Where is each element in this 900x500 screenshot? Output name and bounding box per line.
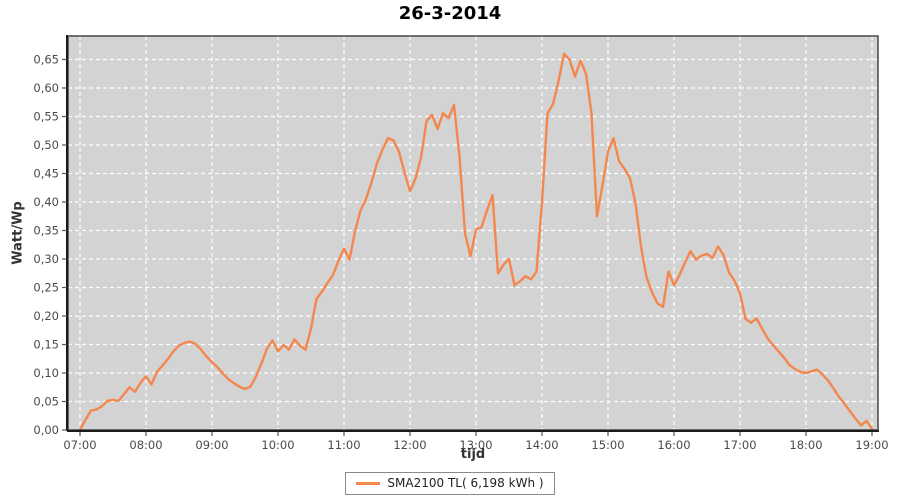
legend: SMA2100 TL( 6,198 kWh ) xyxy=(0,472,900,495)
y-tick-label: 0,45 xyxy=(33,167,59,181)
y-tick-label: 0,25 xyxy=(33,281,59,295)
y-tick-label: 0,65 xyxy=(33,53,59,67)
x-tick-label: 15:00 xyxy=(591,438,624,452)
x-tick-label: 12:00 xyxy=(393,438,426,452)
data-line-sma2100 xyxy=(78,52,874,432)
y-tick-label: 0,30 xyxy=(33,252,59,266)
chart-title: 26-3-2014 xyxy=(398,3,502,24)
x-tick-label: 09:00 xyxy=(195,438,228,452)
gridlines xyxy=(68,36,878,430)
y-tick-label: 0,35 xyxy=(33,224,59,238)
x-tick-label: 18:00 xyxy=(789,438,822,452)
y-tick-label: 0,00 xyxy=(33,423,59,437)
y-tick-label: 0,55 xyxy=(33,110,59,124)
y-tick-label: 0,10 xyxy=(33,366,59,380)
legend-box: SMA2100 TL( 6,198 kWh ) xyxy=(345,472,555,495)
legend-series-label: SMA2100 TL( 6,198 kWh ) xyxy=(387,476,544,490)
x-tick-label: 08:00 xyxy=(129,438,162,452)
x-axis-title: tijd xyxy=(460,447,486,462)
x-tick-label: 13:00 xyxy=(459,438,492,452)
x-tick-label: 17:00 xyxy=(723,438,756,452)
y-tick-label: 0,40 xyxy=(33,195,59,209)
tick-marks xyxy=(62,58,873,436)
x-tick-label: 19:00 xyxy=(855,438,888,452)
x-tick-label: 16:00 xyxy=(657,438,690,452)
x-tick-label: 14:00 xyxy=(525,438,558,452)
y-tick-label: 0,15 xyxy=(33,338,59,352)
y-tick-label: 0,05 xyxy=(33,395,59,409)
x-tick-label: 07:00 xyxy=(63,438,96,452)
y-tick-label: 0,60 xyxy=(33,81,59,95)
y-axis-title: Watt/Wp xyxy=(10,201,26,265)
y-tick-label: 0,20 xyxy=(33,309,59,323)
x-tick-label: 10:00 xyxy=(261,438,294,452)
x-tick-label: 11:00 xyxy=(327,438,360,452)
legend-line-swatch xyxy=(356,481,381,485)
plot-background xyxy=(68,36,878,430)
y-tick-label: 0,50 xyxy=(33,138,59,152)
